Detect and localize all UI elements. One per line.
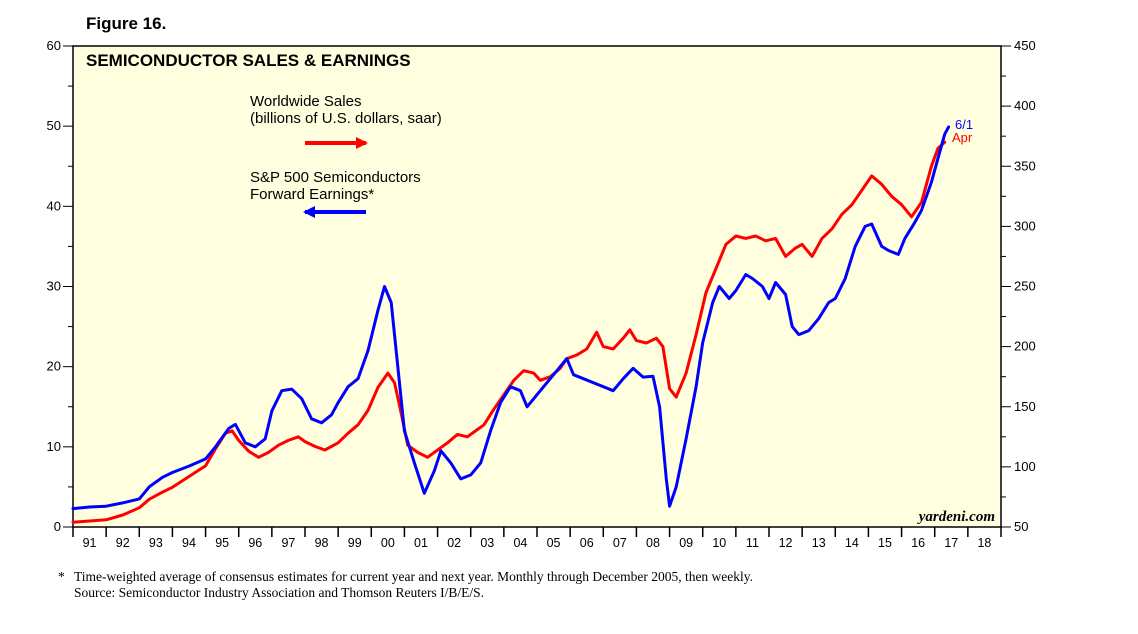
x-axis-tick-label: 92 (116, 536, 130, 550)
left-axis-tick-label: 30 (47, 279, 61, 294)
legend-sales-label-line1: Worldwide Sales (250, 93, 361, 110)
right-axis-tick-label: 200 (1014, 339, 1036, 354)
footnote: * Time-weighted average of consensus esti… (58, 569, 753, 601)
x-axis-tick-label: 02 (447, 536, 461, 550)
series-line (71, 140, 947, 524)
right-axis-tick-label: 50 (1014, 519, 1028, 534)
x-axis-tick-label: 98 (315, 536, 329, 550)
x-axis-tick-label: 09 (679, 536, 693, 550)
watermark: yardeni.com (917, 509, 995, 525)
series-line (71, 125, 951, 511)
x-axis-tick-label: 01 (414, 536, 428, 550)
x-axis-tick-label: 10 (712, 536, 726, 550)
legend-sales-label-line2: (billions of U.S. dollars, saar) (250, 110, 442, 127)
end-label-sales: Apr (952, 130, 973, 145)
x-axis-tick-label: 99 (348, 536, 362, 550)
x-axis-tick-label: 05 (547, 536, 561, 550)
end-label-earnings: 6/1 (955, 117, 973, 132)
footnote-note: Time-weighted average of consensus estim… (74, 569, 754, 584)
x-axis-tick-label: 93 (149, 536, 163, 550)
left-axis: 0 10 20 30 40 50 60 (47, 38, 73, 534)
x-axis-tick-label: 96 (248, 536, 262, 550)
legend-earnings-label-line2: Forward Earnings* (250, 186, 374, 203)
x-axis-tick-label: 18 (977, 536, 991, 550)
x-axis: 91 92 93 94 95 96 97 98 99 00 01 02 03 04 05 06 07 08 09 10… (72, 527, 1002, 550)
x-axis-tick-label: 91 (83, 536, 97, 550)
left-axis-tick-label: 10 (47, 439, 61, 454)
x-axis-tick-label: 04 (513, 536, 527, 550)
x-axis-tick-label: 07 (613, 536, 627, 550)
right-axis: 50 100 150 200 250 300 350 400 450 (1001, 38, 1036, 534)
left-axis-tick-label: 20 (47, 359, 61, 374)
right-axis-tick-label: 450 (1014, 38, 1036, 53)
x-axis-tick-label: 15 (878, 536, 892, 550)
x-axis-tick-label: 94 (182, 536, 196, 550)
footnote-source: Source: Semiconductor Industry Associati… (74, 585, 484, 600)
plot-area (72, 45, 1002, 528)
legend: Worldwide Sales (billions of U.S. dollar… (250, 93, 442, 218)
footnote-note-line: * Time-weighted average of consensus esti… (58, 569, 753, 585)
right-axis-tick-label: 350 (1014, 158, 1036, 173)
left-axis-tick-label: 40 (47, 198, 61, 213)
left-axis-tick-label: 60 (47, 38, 61, 53)
x-axis-tick-label: 03 (480, 536, 494, 550)
series-lines (71, 125, 951, 524)
legend-earnings-label-line1: S&P 500 Semiconductors (250, 169, 421, 186)
x-axis-tick-label: 13 (812, 536, 826, 550)
left-axis-tick-label: 50 (47, 118, 61, 133)
figure-label: Figure 16. (86, 14, 167, 33)
x-axis-tick-label: 17 (944, 536, 958, 550)
right-axis-tick-label: 250 (1014, 279, 1036, 294)
x-axis-tick-label: 08 (646, 536, 660, 550)
chart-title: SEMICONDUCTOR SALES & EARNINGS (86, 51, 411, 70)
x-axis-tick-label: 00 (381, 536, 395, 550)
footnote-marker: * (58, 569, 65, 584)
legend-sales-arrow (305, 137, 368, 149)
x-axis-tick-label: 11 (746, 536, 759, 550)
x-axis-tick-label: 16 (911, 536, 925, 550)
x-axis-tick-label: 95 (215, 536, 229, 550)
right-axis-tick-label: 300 (1014, 218, 1036, 233)
right-axis-tick-label: 400 (1014, 98, 1036, 113)
x-axis-tick-label: 97 (281, 536, 295, 550)
legend-earnings-arrow (303, 206, 366, 218)
right-axis-tick-label: 150 (1014, 399, 1036, 414)
right-axis-tick-label: 100 (1014, 459, 1036, 474)
x-axis-tick-label: 14 (845, 536, 859, 550)
legend-arrow-head (356, 137, 368, 149)
legend-arrow-head (303, 206, 315, 218)
left-axis-tick-label: 0 (54, 519, 61, 534)
x-axis-tick-label: 06 (580, 536, 594, 550)
x-axis-tick-label: 12 (779, 536, 793, 550)
